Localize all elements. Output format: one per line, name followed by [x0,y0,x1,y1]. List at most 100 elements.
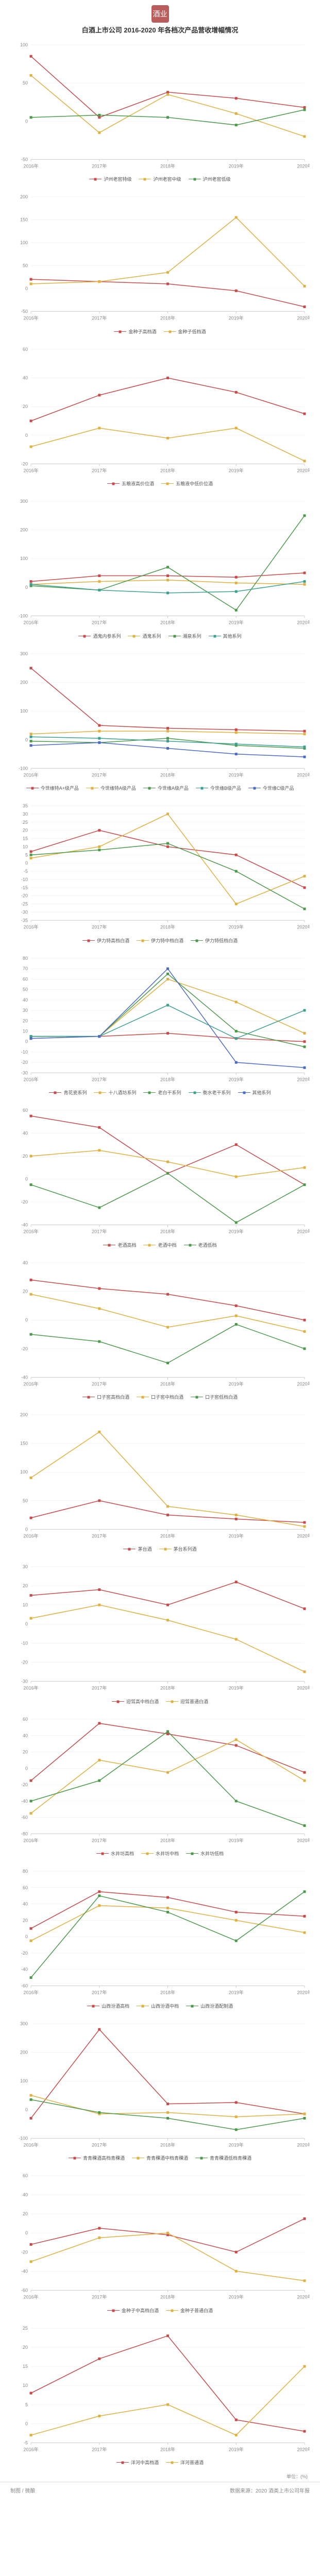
svg-text:2018年: 2018年 [160,315,175,321]
svg-text:2020年: 2020年 [297,2142,310,2147]
legend-label: 口子窖低档白酒 [205,1394,238,1400]
svg-text:2019年: 2019年 [229,1381,244,1386]
svg-text:2017年: 2017年 [92,315,107,321]
svg-text:-100: -100 [19,2136,28,2141]
legend-item: 水井坊高档 [96,1850,134,1857]
legend-item: 老酒低档 [184,1242,217,1248]
legend-item: 衡水老干系列 [189,1089,231,1096]
svg-text:2020年: 2020年 [297,620,310,625]
svg-text:60: 60 [23,976,28,981]
chart-block: -500501001502002016年2017年2018年2019年2020年… [0,190,320,342]
svg-text:200: 200 [20,2049,28,2055]
footer-source: 数据来源：2020 酒类上市公司年报 [230,2486,310,2494]
svg-text:100: 100 [20,42,28,47]
svg-text:2018年: 2018年 [160,1381,175,1386]
legend-item: 金种子高档酒 [114,328,156,335]
legend-label: 迎驾普通白酒 [180,1698,208,1705]
legend-item: 水井坊低档 [186,1850,224,1857]
svg-text:2018年: 2018年 [160,772,175,777]
svg-text:20: 20 [23,1289,28,1294]
chart-3-legend: 酒鬼内参系列 酒鬼系列 湘泉系列 其他系列 [10,631,310,646]
svg-text:60: 60 [23,1108,28,1113]
legend-label: 今世缘B级产品 [210,785,241,791]
svg-text:0: 0 [25,737,28,742]
svg-text:2019年: 2019年 [229,620,244,625]
svg-text:20: 20 [23,2211,28,2216]
legend-label: 口子窖中档白酒 [151,1394,183,1400]
svg-text:5: 5 [25,853,28,858]
legend-item: 今世缘特A+级产品 [26,785,79,791]
svg-text:2019年: 2019年 [229,1228,244,1234]
svg-text:2020年: 2020年 [297,2446,310,2452]
svg-text:35: 35 [23,803,28,808]
legend-label: 水井坊低档 [200,1850,224,1857]
chart-13: -10001002003002016年2017年2018年2019年2020年 [10,2019,310,2153]
header: 酒业 白酒上市公司 2016-2020 年各档次产品营收增幅情况 [0,0,320,38]
svg-text:200: 200 [20,194,28,199]
legend-label: 伊力特高档白酒 [97,937,129,944]
svg-text:2018年: 2018年 [160,620,175,625]
legend-item: 金种子低档酒 [164,328,206,335]
svg-text:40: 40 [23,1733,28,1738]
svg-text:150: 150 [20,1441,28,1446]
svg-text:0: 0 [25,1766,28,1771]
svg-text:-80: -80 [21,1831,28,1836]
svg-text:-5: -5 [24,2440,28,2445]
legend-item: 青青稞酒中档青稞酒 [132,2155,188,2161]
svg-text:60: 60 [23,1717,28,1722]
svg-text:20: 20 [23,1918,28,1923]
legend-item: 湘泉系列 [169,633,201,639]
svg-text:0: 0 [25,1039,28,1044]
svg-text:-50: -50 [21,309,28,314]
svg-text:-10: -10 [21,1641,28,1646]
svg-text:2020年: 2020年 [297,1685,310,1691]
svg-text:-30: -30 [21,1070,28,1075]
svg-text:2018年: 2018年 [160,467,175,473]
svg-text:2018年: 2018年 [160,1533,175,1538]
svg-text:2019年: 2019年 [229,467,244,473]
svg-text:50: 50 [23,80,28,86]
svg-text:0: 0 [25,2421,28,2426]
svg-text:5: 5 [25,2402,28,2407]
svg-text:-30: -30 [21,910,28,915]
svg-text:0: 0 [25,860,28,866]
svg-text:60: 60 [23,2173,28,2178]
svg-text:40: 40 [23,1260,28,1265]
svg-text:0: 0 [25,1622,28,1627]
legend-item: 泸州老窖低级 [189,176,231,182]
svg-text:-20: -20 [21,1660,28,1665]
svg-text:200: 200 [20,680,28,685]
svg-text:2016年: 2016年 [24,2446,39,2452]
svg-text:300: 300 [20,2021,28,2026]
legend-label: 青青稞酒中档青稞酒 [146,2155,188,2161]
svg-text:2020年: 2020年 [297,1076,310,1082]
svg-text:-15: -15 [21,885,28,890]
svg-text:300: 300 [20,651,28,656]
svg-text:2019年: 2019年 [229,1990,244,1995]
svg-text:2020年: 2020年 [297,1381,310,1386]
legend-item: 茅台酒 [123,1546,151,1552]
svg-text:40: 40 [23,1902,28,1907]
svg-text:0: 0 [25,2107,28,2112]
chart-1-legend: 金种子高档酒 金种子低档酒 [10,326,310,341]
svg-text:-25: -25 [21,902,28,907]
chart-10-legend: 迎驾高中档白酒 迎驾普通白酒 [10,1696,310,1711]
chart-6: -30-20-10010203040506070802016年2017年2018… [10,953,310,1087]
svg-text:2016年: 2016年 [24,620,39,625]
svg-text:40: 40 [23,997,28,1003]
legend-label: 十八酒坊系列 [108,1089,136,1096]
legend-item: 今世缘B级产品 [196,785,241,791]
chart-block: -40-20020402016年2017年2018年2019年2020年 口子窖… [0,1256,320,1408]
charts-container: -500501002016年2017年2018年2019年2020年 泸州老窖特… [0,38,320,2473]
svg-text:-40: -40 [21,1799,28,1804]
legend-label: 金种子高档酒 [128,328,156,335]
svg-text:2019年: 2019年 [229,315,244,321]
chart-5-legend: 伊力特高档白酒 伊力特中档白酒 伊力特低档白酒 [10,935,310,950]
svg-text:20: 20 [23,1749,28,1754]
legend-item: 老白干系列 [143,1089,181,1096]
svg-text:2019年: 2019年 [229,772,244,777]
svg-text:0: 0 [25,1317,28,1323]
legend-label: 酒鬼系列 [142,633,161,639]
chart-block: 0501001502002016年2017年2018年2019年2020年 茅台… [0,1408,320,1560]
svg-text:30: 30 [23,811,28,817]
